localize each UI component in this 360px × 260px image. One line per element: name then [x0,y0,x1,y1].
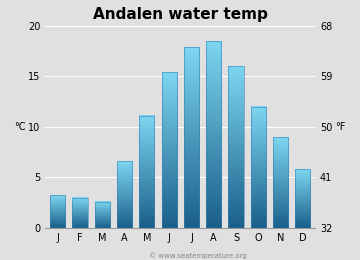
Title: Andalen water temp: Andalen water temp [93,7,268,22]
Bar [72,198,87,228]
Bar [206,41,221,228]
Bar [162,72,177,228]
Bar [95,202,110,228]
Bar [273,137,288,228]
Bar [139,116,154,228]
Bar [184,47,199,228]
Bar [251,107,266,228]
Bar [295,169,310,228]
Y-axis label: °F: °F [336,122,346,132]
Y-axis label: °C: °C [14,122,26,132]
Bar [117,161,132,228]
Bar [228,66,244,228]
Text: © www.seatemperature.org: © www.seatemperature.org [149,252,247,259]
Bar [50,196,65,228]
